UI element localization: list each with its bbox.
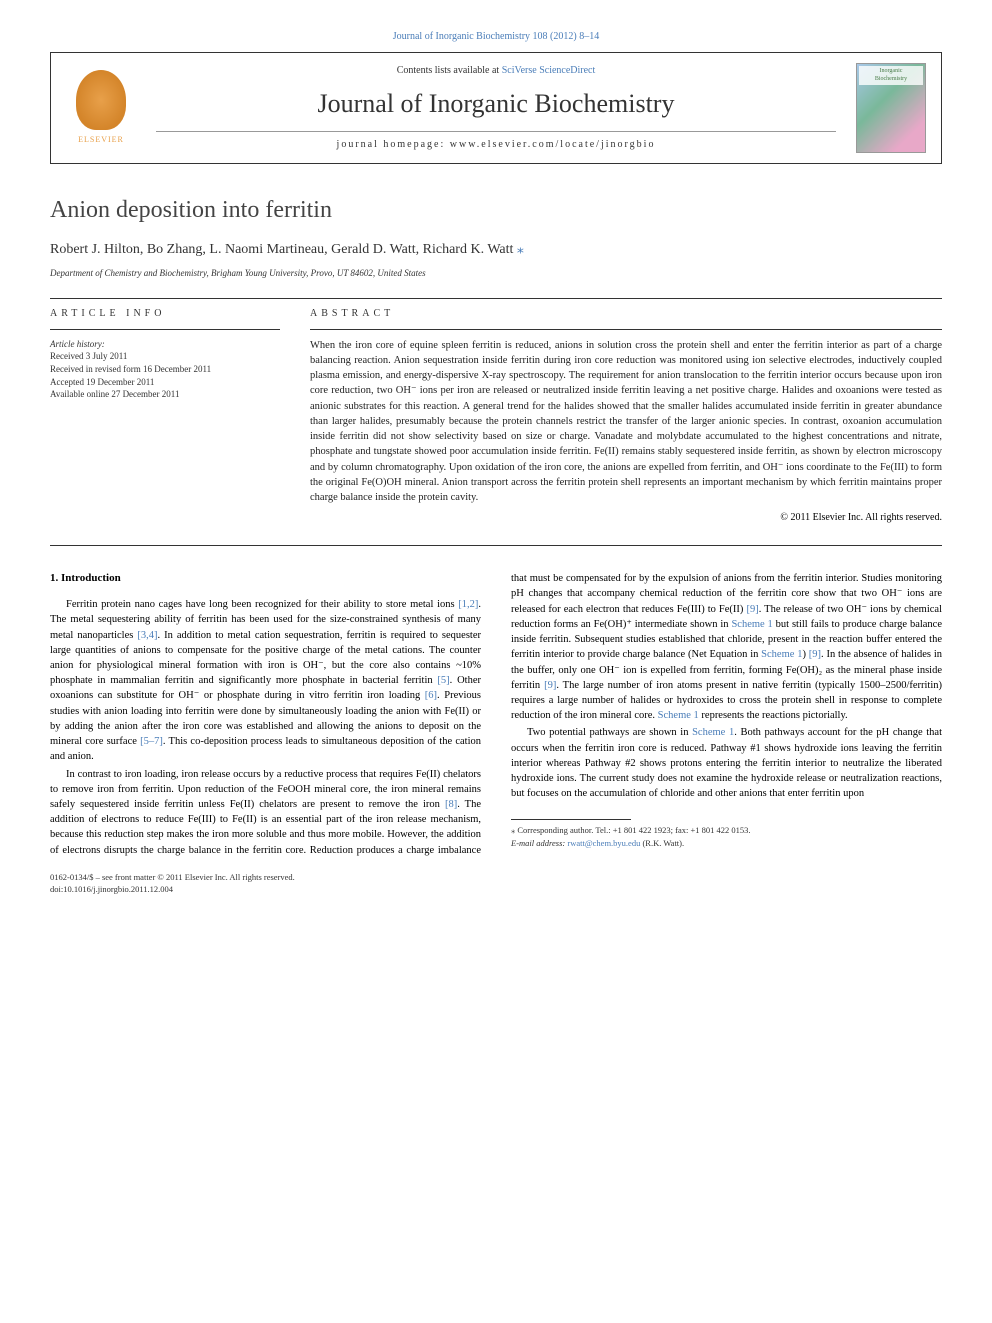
corresponding-author-footnote: ⁎ Corresponding author. Tel.: +1 801 422… [511,824,942,836]
ref-link-9c[interactable]: [9] [544,680,556,691]
section-divider [50,298,942,299]
section-heading-introduction: 1. Introduction [50,571,481,587]
abstract-text: When the iron core of equine spleen ferr… [310,338,942,505]
scheme-link-1b[interactable]: Scheme 1 [761,649,802,660]
body-divider [50,545,942,546]
paragraph-1: Ferritin protein nano cages have long be… [50,597,481,764]
author-list: Robert J. Hilton, Bo Zhang, L. Naomi Mar… [50,240,942,260]
bottom-info: 0162-0134/$ – see front matter © 2011 El… [50,872,942,896]
info-divider [50,329,280,330]
journal-reference-link[interactable]: Journal of Inorganic Biochemistry 108 (2… [50,30,942,44]
article-info-column: ARTICLE INFO Article history: Received 3… [50,307,280,525]
journal-header: ELSEVIER Contents lists available at Sci… [50,52,942,164]
p1-text-a: Ferritin protein nano cages have long be… [66,599,458,610]
email-label: E-mail address: [511,838,567,848]
ref-link-8[interactable]: [8] [445,799,457,810]
affiliation: Department of Chemistry and Biochemistry… [50,267,942,280]
homepage-prefix: journal homepage: [337,139,450,150]
ref-link-6[interactable]: [6] [425,690,437,701]
history-label: Article history: [50,338,280,351]
abstract-column: ABSTRACT When the iron core of equine sp… [310,307,942,525]
info-abstract-row: ARTICLE INFO Article history: Received 3… [50,307,942,525]
article-history: Article history: Received 3 July 2011 Re… [50,338,280,401]
paragraph-3: Two potential pathways are shown in Sche… [511,725,942,801]
revised-date: Received in revised form 16 December 201… [50,363,280,376]
online-date: Available online 27 December 2011 [50,388,280,401]
elsevier-tree-icon [76,70,126,130]
accepted-date: Accepted 19 December 2011 [50,376,280,389]
ref-link-9b[interactable]: [9] [809,649,821,660]
footnotes: ⁎ Corresponding author. Tel.: +1 801 422… [511,824,942,849]
corresponding-author-link[interactable]: ⁎ [517,242,524,257]
abstract-label: ABSTRACT [310,307,942,321]
cover-label-line1: Inorganic [880,68,903,74]
cover-label-line2: Biochemistry [875,76,907,82]
header-center: Contents lists available at SciVerse Sci… [136,64,856,151]
ref-link-1-2[interactable]: [1,2] [458,599,478,610]
ref-link-3-4[interactable]: [3,4] [137,630,157,641]
abstract-copyright: © 2011 Elsevier Inc. All rights reserved… [310,511,942,525]
received-date: Received 3 July 2011 [50,350,280,363]
abstract-divider [310,329,942,330]
sciencedirect-link[interactable]: SciVerse ScienceDirect [502,65,596,76]
elsevier-label: ELSEVIER [78,134,124,145]
article-info-label: ARTICLE INFO [50,307,280,321]
cover-label: Inorganic Biochemistry [859,66,923,85]
doi-line: doi:10.1016/j.jinorgbio.2011.12.004 [50,884,942,896]
p3-text-a: Two potential pathways are shown in [527,727,692,738]
author-names: Robert J. Hilton, Bo Zhang, L. Naomi Mar… [50,242,517,257]
email-footnote: E-mail address: rwatt@chem.byu.edu (R.K.… [511,837,942,849]
article-title: Anion deposition into ferritin [50,194,942,228]
contents-prefix: Contents lists available at [397,65,502,76]
scheme-link-1c[interactable]: Scheme 1 [658,710,699,721]
contents-line: Contents lists available at SciVerse Sci… [156,64,836,78]
ref-link-9a[interactable]: [9] [746,604,758,615]
journal-cover-thumbnail: Inorganic Biochemistry [856,63,926,153]
homepage-line: journal homepage: www.elsevier.com/locat… [156,131,836,152]
ref-link-5[interactable]: [5] [437,675,449,686]
journal-name: Journal of Inorganic Biochemistry [156,86,836,122]
p2-text-a: In contrast to iron loading, iron releas… [50,769,481,810]
footnote-divider [511,819,631,820]
homepage-url[interactable]: www.elsevier.com/locate/jinorgbio [450,139,656,150]
p2-text-h: represents the reactions pictorially. [699,710,848,721]
email-suffix: (R.K. Watt). [640,838,684,848]
elsevier-logo: ELSEVIER [66,63,136,153]
body-text: 1. Introduction Ferritin protein nano ca… [50,571,942,858]
scheme-link-1a[interactable]: Scheme 1 [731,619,772,630]
email-link[interactable]: rwatt@chem.byu.edu [567,838,640,848]
ref-link-5-7[interactable]: [5–7] [140,736,163,747]
scheme-link-1d[interactable]: Scheme 1 [692,727,734,738]
issn-line: 0162-0134/$ – see front matter © 2011 El… [50,872,942,884]
